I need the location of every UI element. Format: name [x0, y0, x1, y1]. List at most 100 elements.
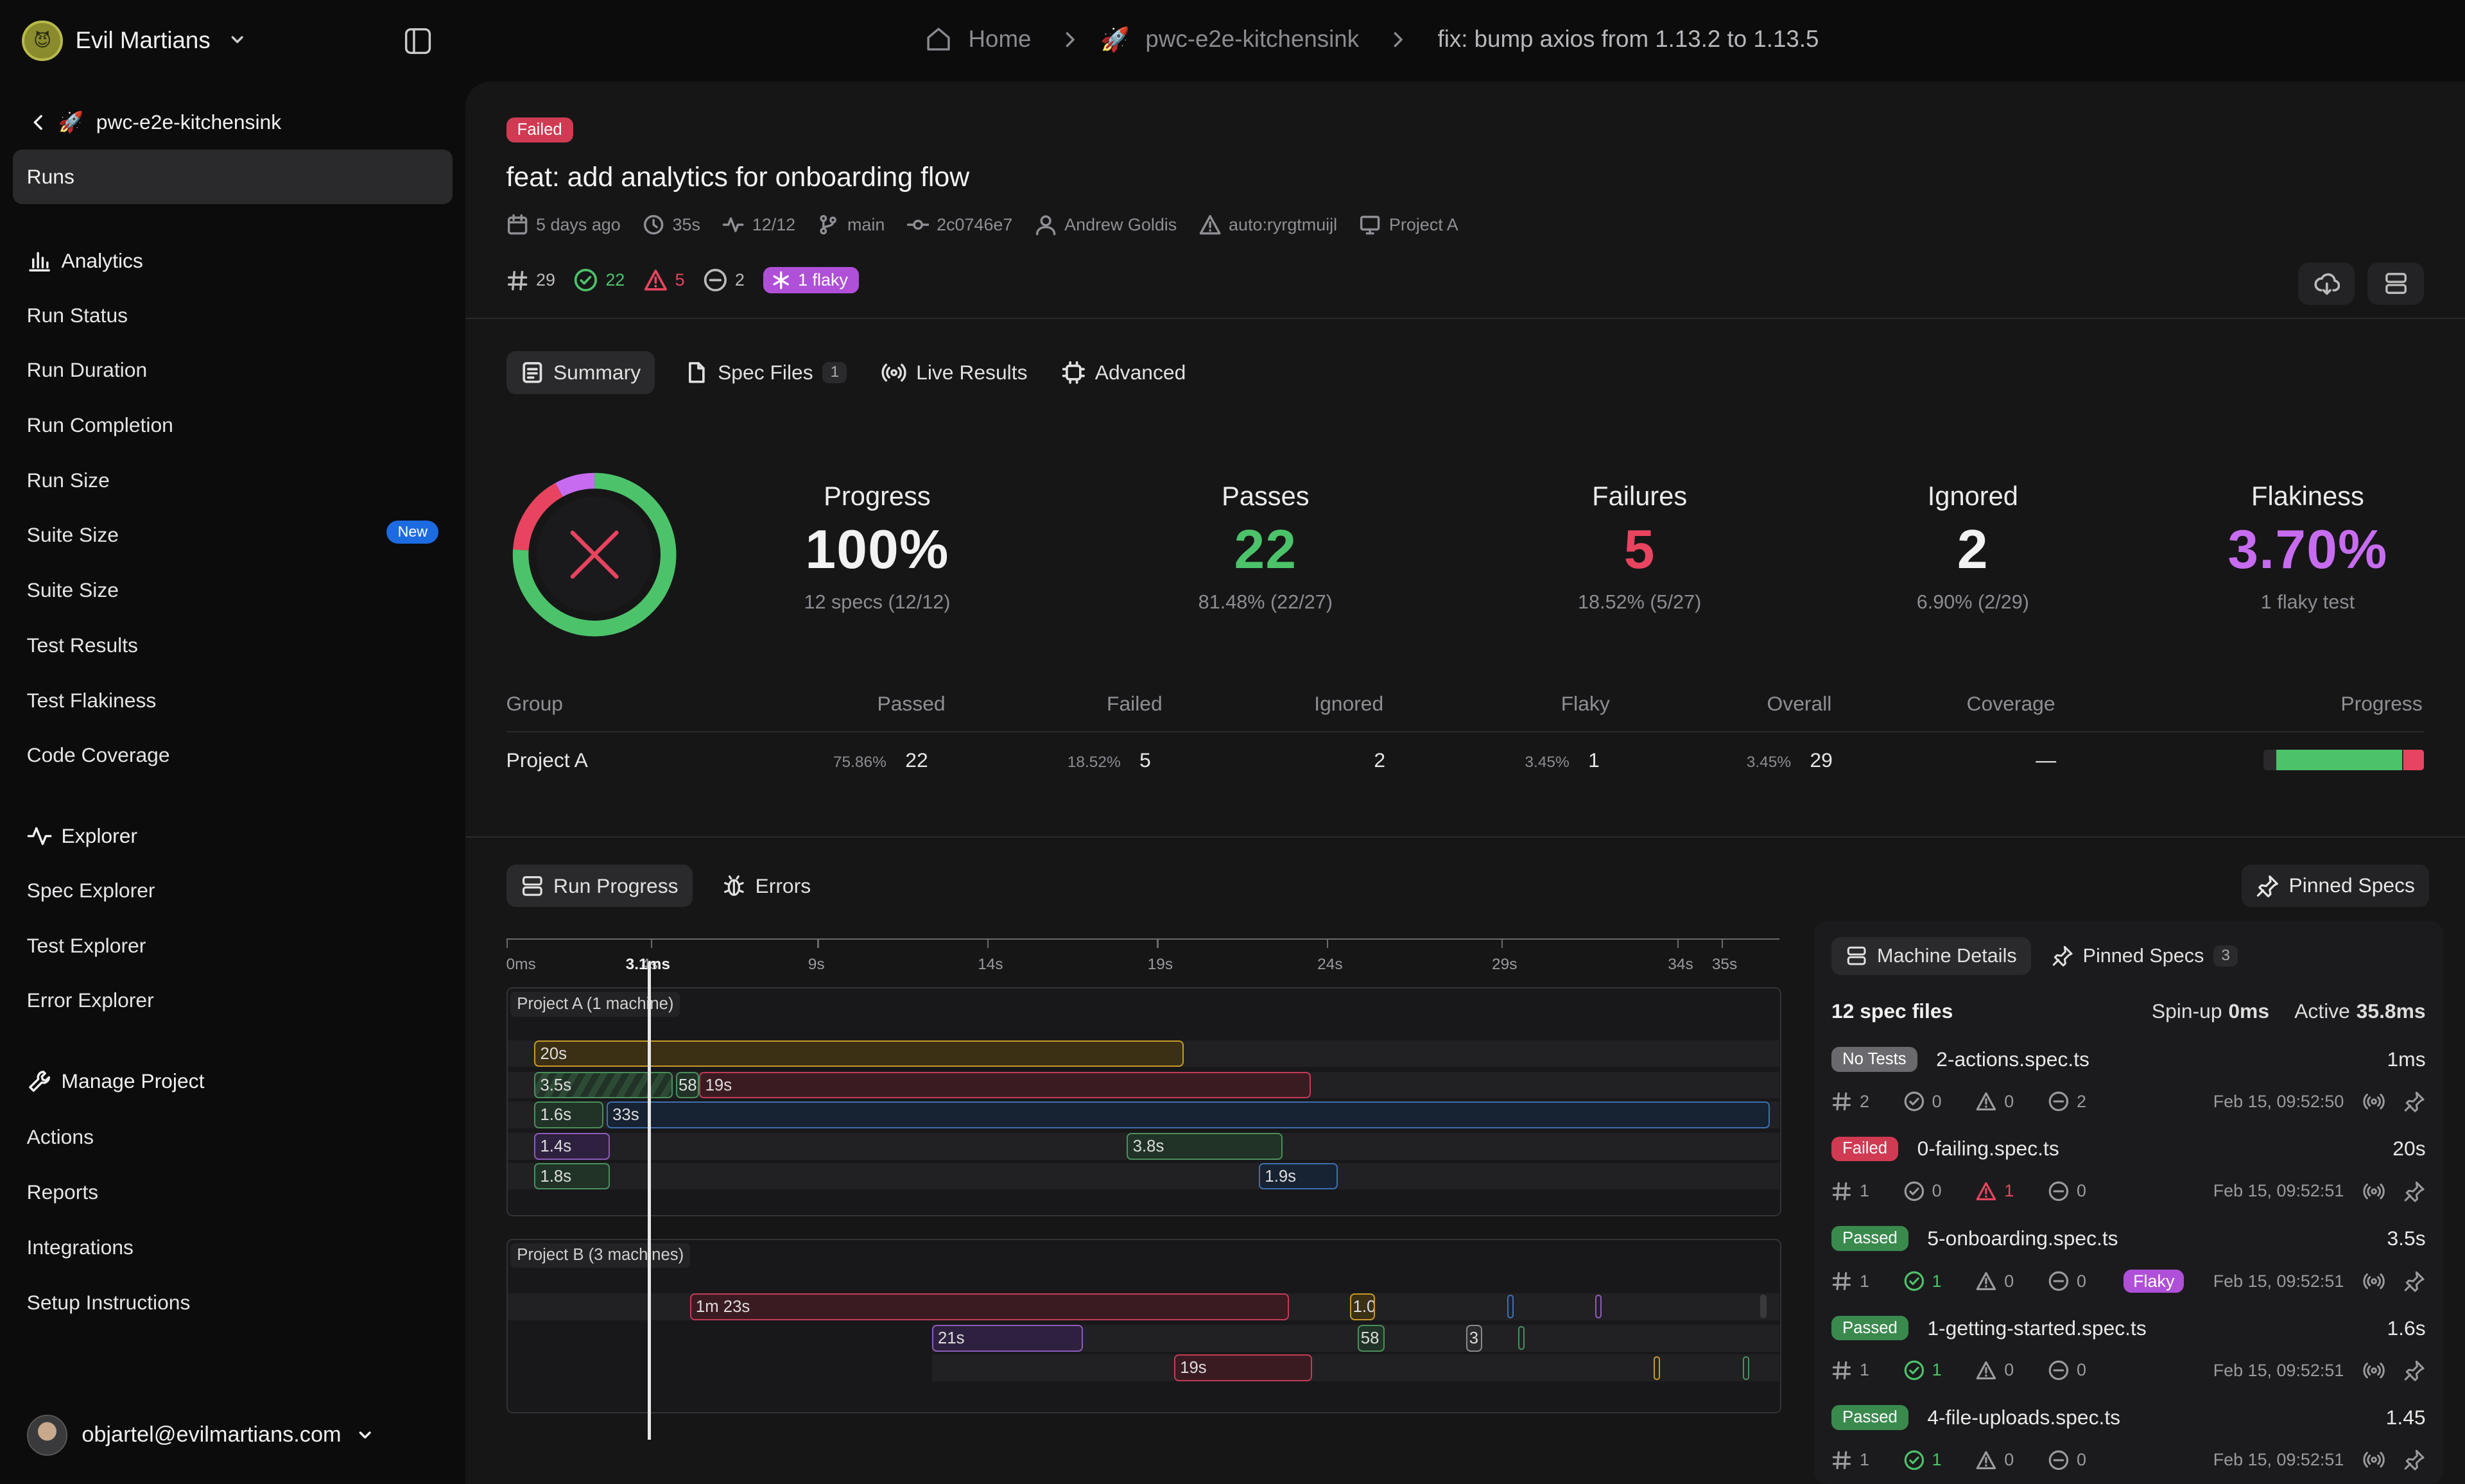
spec-count-ignored-value: 0 [2076, 1450, 2086, 1470]
sidebar-item-suite-size-2[interactable]: Suite Size [26, 578, 119, 602]
sidebar-item-run-size[interactable]: Run Size [26, 468, 110, 492]
sidebar-item-setup-instructions[interactable]: Setup Instructions [26, 1290, 191, 1314]
tab-run-progress[interactable]: Run Progress [506, 864, 693, 908]
section-analytics: Analytics [27, 248, 143, 273]
download-button[interactable] [2298, 262, 2355, 306]
gantt-bar[interactable]: 19s [1173, 1354, 1313, 1382]
gantt-bar-small[interactable] [1518, 1326, 1525, 1350]
gantt-bar[interactable]: 1.0 [1350, 1293, 1376, 1320]
gantt-bar[interactable]: 3.5s [534, 1071, 673, 1099]
spec-count-total: 2 [1831, 1091, 1904, 1112]
meta-branch[interactable]: main [817, 214, 885, 236]
stat-value: 22 [1234, 519, 1297, 581]
gantt-bar[interactable]: 1m 23s [689, 1293, 1289, 1320]
broadcast-icon[interactable] [2363, 1091, 2385, 1112]
pin-icon[interactable] [2403, 1359, 2425, 1381]
spec-item[interactable]: No Tests 2-actions.spec.ts 1ms 2 0 0 2 F… [1831, 1046, 2426, 1112]
meta-commit[interactable]: 2c0746e7 [906, 214, 1012, 236]
breadcrumb-run[interactable]: fix: bump axios from 1.13.2 to 1.13.5 [1437, 26, 1819, 53]
gantt-bar[interactable]: 20s [534, 1040, 1184, 1067]
gantt-bar[interactable]: 1.4s [534, 1133, 610, 1160]
org-logo[interactable]: 😈 [22, 20, 63, 62]
cell-coverage: — [2036, 748, 2057, 772]
broadcast-icon[interactable] [2363, 1270, 2385, 1292]
spec-item[interactable]: Failed 0-failing.spec.ts 20s 1 0 1 0 Feb… [1831, 1136, 2426, 1202]
stat-ignored: Ignored 2 6.90% (2/29) [1815, 481, 2130, 613]
tab-errors[interactable]: Errors [708, 865, 825, 907]
gantt-bar-small[interactable] [1743, 1356, 1750, 1380]
sidebar-item-suite-size[interactable]: Suite Size [26, 523, 119, 547]
spec-item[interactable]: Passed 4-file-uploads.spec.ts 1.45 1 1 0… [1831, 1405, 2426, 1471]
tab-spec-files[interactable]: Spec Files 1 [671, 351, 861, 393]
gantt-bar-small[interactable] [1595, 1295, 1602, 1319]
gantt-bar[interactable]: 58 [675, 1071, 700, 1099]
pin-icon[interactable] [2403, 1091, 2425, 1112]
meta-time-value: 5 days ago [536, 214, 621, 234]
sidebar-item-runs[interactable]: Runs [12, 149, 453, 205]
broadcast-icon[interactable] [2363, 1359, 2385, 1381]
pinned-specs-button[interactable]: Pinned Specs [2242, 864, 2429, 907]
sidebar-item-test-results[interactable]: Test Results [26, 633, 138, 657]
gantt-bar[interactable]: 3 [1466, 1324, 1482, 1352]
gantt-bar[interactable]: 1.8s [534, 1162, 610, 1190]
spec-item[interactable]: Passed 1-getting-started.spec.ts 1.6s 1 … [1831, 1315, 2426, 1381]
sidebar-item-run-status[interactable]: Run Status [26, 303, 128, 327]
sidebar-item-test-explorer[interactable]: Test Explorer [26, 933, 146, 957]
monitor-icon [1360, 216, 1380, 235]
gantt-bar[interactable]: 3.8s [1127, 1133, 1283, 1160]
layout-button[interactable] [2367, 262, 2425, 306]
spec-name: 5-onboarding.spec.ts [1927, 1227, 2118, 1250]
gantt-bar[interactable]: 19s [699, 1071, 1311, 1099]
tab-pinned-specs[interactable]: Pinned Specs 3 [2037, 937, 2253, 975]
sidebar-item-actions[interactable]: Actions [26, 1125, 94, 1149]
gantt-bar[interactable]: 33s [606, 1101, 1770, 1128]
spec-status-badge: Passed [1831, 1315, 1908, 1341]
tab-live-results[interactable]: Live Results [867, 350, 1041, 395]
flaky-badge: 1 flaky [763, 267, 860, 294]
sidebar-item-code-coverage[interactable]: Code Coverage [26, 743, 170, 767]
spec-duration: 3.5s [2387, 1227, 2426, 1250]
broadcast-icon[interactable] [2363, 1449, 2385, 1471]
stat-sub: 1 flaky test [2260, 591, 2355, 613]
sidebar-toggle-icon[interactable] [404, 27, 432, 55]
tab-advanced[interactable]: Advanced [1048, 351, 1200, 393]
gantt-bar-small[interactable] [1653, 1356, 1660, 1380]
sidebar-item-reports[interactable]: Reports [26, 1180, 99, 1204]
sidebar-item-run-duration[interactable]: Run Duration [26, 358, 148, 382]
org-name[interactable]: Evil Martians [75, 26, 211, 53]
spec-item[interactable]: Passed 5-onboarding.spec.ts 3.5s 1 1 0 0… [1831, 1226, 2426, 1293]
gantt-bar-small[interactable] [1507, 1295, 1514, 1319]
gantt-bar[interactable]: 21s [931, 1324, 1083, 1352]
chevron-down-icon[interactable] [228, 30, 246, 49]
sidebar-item-test-flakiness[interactable]: Test Flakiness [26, 688, 157, 712]
gantt-bar[interactable]: 1.9s [1259, 1162, 1338, 1190]
sidebar-item-spec-explorer[interactable]: Spec Explorer [26, 878, 155, 902]
pin-icon[interactable] [2403, 1449, 2425, 1471]
timeline-cursor[interactable] [647, 962, 651, 1440]
tab-label: Errors [755, 874, 811, 897]
breadcrumb-project[interactable]: pwc-e2e-kitchensink [1145, 26, 1360, 53]
spec-count-ignored-value: 0 [2076, 1271, 2086, 1291]
user-menu[interactable]: objartel@evilmartians.com [26, 1414, 374, 1456]
back-to-project[interactable]: 🚀 pwc-e2e-kitchensink [30, 110, 281, 134]
broadcast-icon[interactable] [2363, 1180, 2385, 1202]
meta-project-value: Project A [1388, 214, 1458, 234]
tab-machine-details[interactable]: Machine Details [1831, 936, 2031, 975]
gantt-bar[interactable]: 1.6s [534, 1101, 603, 1128]
gantt-project-b: Project B (3 machines) 1m 23s 1.0 21s 58… [506, 1238, 1781, 1413]
pin-icon[interactable] [2403, 1270, 2425, 1292]
tab-label: Summary [553, 360, 641, 384]
timeline-tick-label: 34s [1668, 955, 1693, 973]
home-icon[interactable] [924, 25, 953, 53]
gantt-bar[interactable]: 58 [1358, 1324, 1385, 1352]
pin-icon[interactable] [2403, 1180, 2425, 1202]
spec-count-failed: 0 [1976, 1091, 2048, 1112]
sidebar-item-error-explorer[interactable]: Error Explorer [26, 988, 154, 1012]
gantt-bar-small[interactable] [1760, 1295, 1767, 1319]
sidebar-item-run-completion[interactable]: Run Completion [26, 413, 173, 437]
sidebar-item-integrations[interactable]: Integrations [26, 1235, 134, 1259]
stat-value: 100% [805, 519, 949, 581]
tab-summary[interactable]: Summary [506, 351, 655, 394]
hash-icon [1831, 1360, 1852, 1381]
breadcrumb-home[interactable]: Home [968, 26, 1032, 53]
